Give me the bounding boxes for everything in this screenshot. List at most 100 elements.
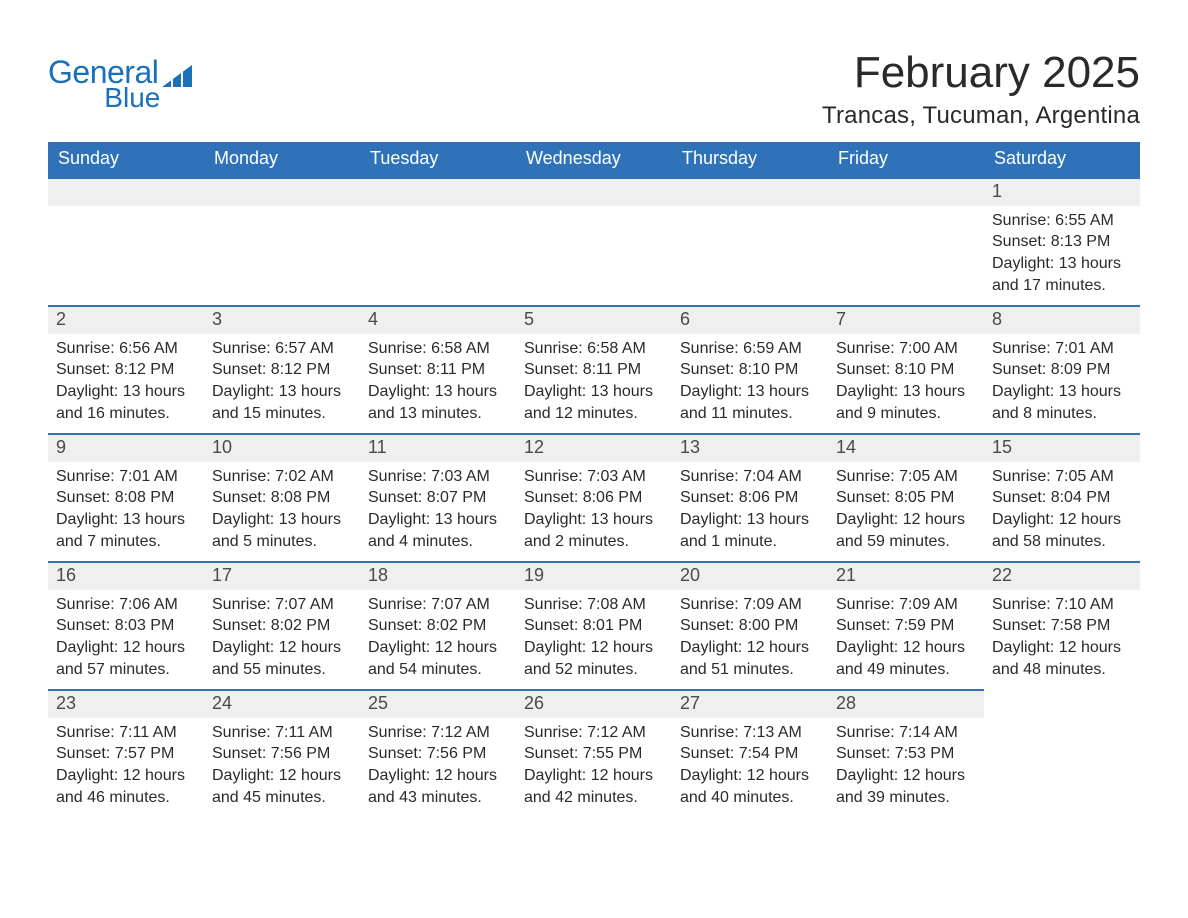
day-number-empty <box>672 177 828 206</box>
sunrise-line: Sunrise: 7:03 AM <box>368 466 508 488</box>
daylight-line: Daylight: 13 hours and 4 minutes. <box>368 509 508 552</box>
sunset-line: Sunset: 8:00 PM <box>680 615 820 637</box>
sunset-line: Sunset: 7:55 PM <box>524 743 664 765</box>
sunrise-line: Sunrise: 7:00 AM <box>836 338 976 360</box>
day-number: 7 <box>828 305 984 334</box>
daylight-line: Daylight: 12 hours and 46 minutes. <box>56 765 196 808</box>
day-body: Sunrise: 7:01 AMSunset: 8:09 PMDaylight:… <box>984 334 1140 428</box>
day-body: Sunrise: 7:04 AMSunset: 8:06 PMDaylight:… <box>672 462 828 556</box>
day-number: 24 <box>204 689 360 718</box>
calendar-cell: 28Sunrise: 7:14 AMSunset: 7:53 PMDayligh… <box>828 689 984 817</box>
sunset-line: Sunset: 7:56 PM <box>368 743 508 765</box>
weekday-header: Sunday <box>48 142 204 177</box>
sunrise-line: Sunrise: 7:10 AM <box>992 594 1132 616</box>
calendar-cell: 1Sunrise: 6:55 AMSunset: 8:13 PMDaylight… <box>984 177 1140 305</box>
sunrise-line: Sunrise: 7:11 AM <box>56 722 196 744</box>
day-body: Sunrise: 7:11 AMSunset: 7:57 PMDaylight:… <box>48 718 204 812</box>
logo: General Blue <box>48 56 192 112</box>
day-number: 4 <box>360 305 516 334</box>
calendar-cell: 5Sunrise: 6:58 AMSunset: 8:11 PMDaylight… <box>516 305 672 433</box>
calendar-cell: 26Sunrise: 7:12 AMSunset: 7:55 PMDayligh… <box>516 689 672 817</box>
daylight-line: Daylight: 13 hours and 11 minutes. <box>680 381 820 424</box>
sunset-line: Sunset: 7:59 PM <box>836 615 976 637</box>
day-number: 3 <box>204 305 360 334</box>
day-body: Sunrise: 7:03 AMSunset: 8:06 PMDaylight:… <box>516 462 672 556</box>
daylight-line: Daylight: 12 hours and 55 minutes. <box>212 637 352 680</box>
day-body: Sunrise: 7:07 AMSunset: 8:02 PMDaylight:… <box>360 590 516 684</box>
day-body: Sunrise: 7:12 AMSunset: 7:56 PMDaylight:… <box>360 718 516 812</box>
daylight-line: Daylight: 13 hours and 15 minutes. <box>212 381 352 424</box>
sunrise-line: Sunrise: 6:58 AM <box>368 338 508 360</box>
calendar-cell: 2Sunrise: 6:56 AMSunset: 8:12 PMDaylight… <box>48 305 204 433</box>
daylight-line: Daylight: 12 hours and 59 minutes. <box>836 509 976 552</box>
day-number-empty <box>204 177 360 206</box>
sunset-line: Sunset: 8:12 PM <box>212 359 352 381</box>
daylight-line: Daylight: 13 hours and 5 minutes. <box>212 509 352 552</box>
calendar-cell-empty <box>516 177 672 305</box>
day-body: Sunrise: 7:00 AMSunset: 8:10 PMDaylight:… <box>828 334 984 428</box>
day-body: Sunrise: 7:01 AMSunset: 8:08 PMDaylight:… <box>48 462 204 556</box>
calendar-cell-empty <box>360 177 516 305</box>
calendar-cell: 15Sunrise: 7:05 AMSunset: 8:04 PMDayligh… <box>984 433 1140 561</box>
calendar-cell: 11Sunrise: 7:03 AMSunset: 8:07 PMDayligh… <box>360 433 516 561</box>
daylight-line: Daylight: 13 hours and 2 minutes. <box>524 509 664 552</box>
day-number-empty <box>48 177 204 206</box>
sunset-line: Sunset: 8:11 PM <box>368 359 508 381</box>
weekday-header: Friday <box>828 142 984 177</box>
calendar-cell: 17Sunrise: 7:07 AMSunset: 8:02 PMDayligh… <box>204 561 360 689</box>
month-title: February 2025 <box>822 50 1140 96</box>
sunset-line: Sunset: 8:01 PM <box>524 615 664 637</box>
calendar-cell: 22Sunrise: 7:10 AMSunset: 7:58 PMDayligh… <box>984 561 1140 689</box>
calendar-cell: 18Sunrise: 7:07 AMSunset: 8:02 PMDayligh… <box>360 561 516 689</box>
day-body: Sunrise: 6:58 AMSunset: 8:11 PMDaylight:… <box>516 334 672 428</box>
day-body: Sunrise: 7:09 AMSunset: 8:00 PMDaylight:… <box>672 590 828 684</box>
sunset-line: Sunset: 8:05 PM <box>836 487 976 509</box>
day-body: Sunrise: 7:12 AMSunset: 7:55 PMDaylight:… <box>516 718 672 812</box>
sunrise-line: Sunrise: 7:09 AM <box>680 594 820 616</box>
sunset-line: Sunset: 8:04 PM <box>992 487 1132 509</box>
day-body: Sunrise: 7:09 AMSunset: 7:59 PMDaylight:… <box>828 590 984 684</box>
day-number: 14 <box>828 433 984 462</box>
calendar-cell: 20Sunrise: 7:09 AMSunset: 8:00 PMDayligh… <box>672 561 828 689</box>
weekday-header: Monday <box>204 142 360 177</box>
sunrise-line: Sunrise: 7:06 AM <box>56 594 196 616</box>
day-number-empty <box>828 177 984 206</box>
sunrise-line: Sunrise: 7:04 AM <box>680 466 820 488</box>
daylight-line: Daylight: 12 hours and 39 minutes. <box>836 765 976 808</box>
daylight-line: Daylight: 12 hours and 49 minutes. <box>836 637 976 680</box>
location-subtitle: Trancas, Tucuman, Argentina <box>822 102 1140 130</box>
sunset-line: Sunset: 7:57 PM <box>56 743 196 765</box>
day-body: Sunrise: 6:58 AMSunset: 8:11 PMDaylight:… <box>360 334 516 428</box>
calendar-cell: 3Sunrise: 6:57 AMSunset: 8:12 PMDaylight… <box>204 305 360 433</box>
calendar-cell: 8Sunrise: 7:01 AMSunset: 8:09 PMDaylight… <box>984 305 1140 433</box>
day-number: 6 <box>672 305 828 334</box>
sunrise-line: Sunrise: 6:55 AM <box>992 210 1132 232</box>
sunset-line: Sunset: 8:07 PM <box>368 487 508 509</box>
daylight-line: Daylight: 13 hours and 17 minutes. <box>992 253 1132 296</box>
sunrise-line: Sunrise: 6:59 AM <box>680 338 820 360</box>
weekday-header: Tuesday <box>360 142 516 177</box>
daylight-line: Daylight: 12 hours and 51 minutes. <box>680 637 820 680</box>
sunrise-line: Sunrise: 7:05 AM <box>992 466 1132 488</box>
sunset-line: Sunset: 8:03 PM <box>56 615 196 637</box>
calendar-cell: 12Sunrise: 7:03 AMSunset: 8:06 PMDayligh… <box>516 433 672 561</box>
daylight-line: Daylight: 13 hours and 13 minutes. <box>368 381 508 424</box>
sunrise-line: Sunrise: 6:57 AM <box>212 338 352 360</box>
sunset-line: Sunset: 7:54 PM <box>680 743 820 765</box>
sunset-line: Sunset: 8:02 PM <box>368 615 508 637</box>
logo-text: General Blue <box>48 56 158 112</box>
day-number: 8 <box>984 305 1140 334</box>
sunrise-line: Sunrise: 7:11 AM <box>212 722 352 744</box>
day-body: Sunrise: 6:57 AMSunset: 8:12 PMDaylight:… <box>204 334 360 428</box>
sunset-line: Sunset: 8:11 PM <box>524 359 664 381</box>
day-number: 20 <box>672 561 828 590</box>
calendar-cell: 19Sunrise: 7:08 AMSunset: 8:01 PMDayligh… <box>516 561 672 689</box>
page: General Blue February 2025 Trancas, Tucu… <box>0 0 1188 857</box>
sunrise-line: Sunrise: 7:07 AM <box>212 594 352 616</box>
daylight-line: Daylight: 12 hours and 40 minutes. <box>680 765 820 808</box>
weekday-header: Wednesday <box>516 142 672 177</box>
sunrise-line: Sunrise: 7:09 AM <box>836 594 976 616</box>
calendar-cell-empty <box>48 177 204 305</box>
day-body: Sunrise: 6:56 AMSunset: 8:12 PMDaylight:… <box>48 334 204 428</box>
calendar-cell-empty <box>204 177 360 305</box>
